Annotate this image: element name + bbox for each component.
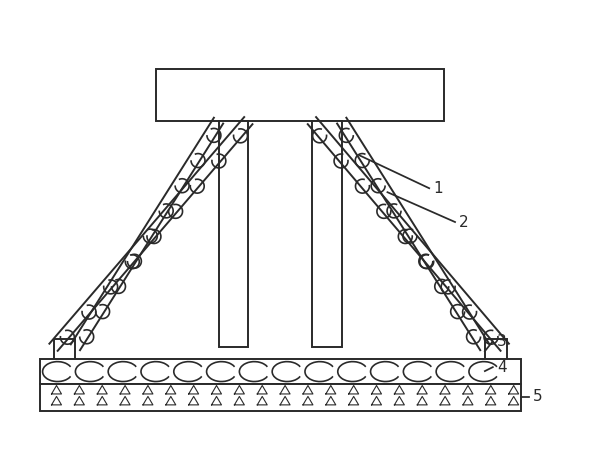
Bar (53, 339, 76, 361)
Text: 4: 4 (497, 360, 506, 374)
Text: 5: 5 (533, 389, 542, 405)
Text: 3: 3 (497, 334, 506, 349)
Bar (40, 384, 521, 411)
Bar (312, 121, 342, 347)
Bar (218, 121, 248, 347)
Bar (485, 339, 507, 361)
Text: 2: 2 (459, 215, 469, 230)
Text: 1: 1 (433, 181, 443, 196)
Bar (156, 69, 444, 121)
Bar (40, 359, 521, 384)
